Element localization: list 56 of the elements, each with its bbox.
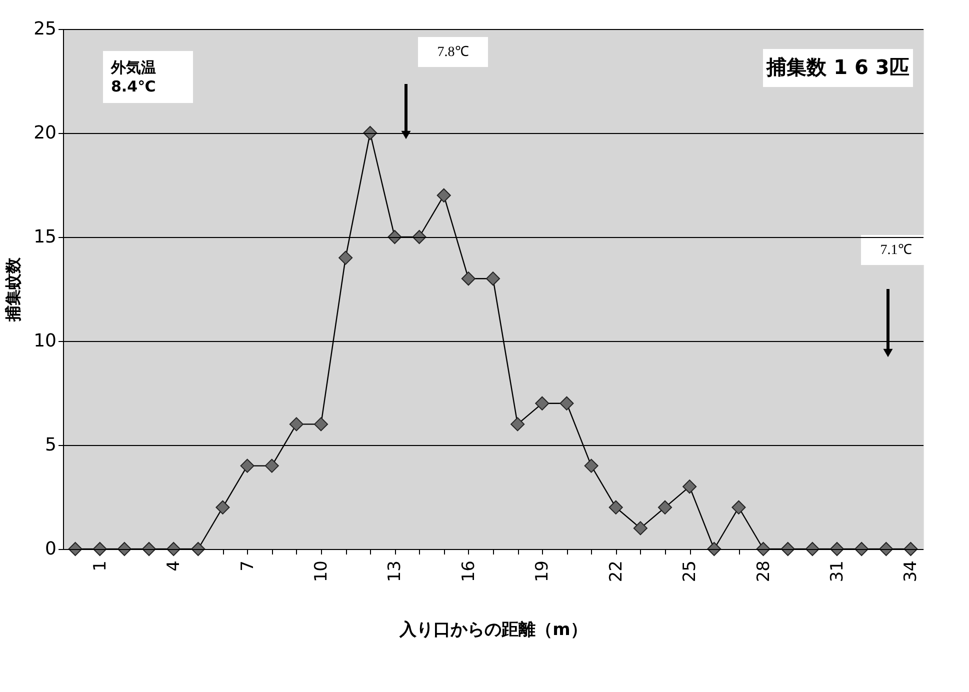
- point: [510, 417, 525, 432]
- point: [264, 458, 279, 473]
- x-axis-title: 入り口からの距離（m）: [398, 620, 588, 640]
- annotation: 7.1℃: [880, 243, 912, 258]
- point: [486, 272, 500, 286]
- x-tick-label: 22: [606, 560, 626, 582]
- point: [633, 521, 648, 536]
- x-tick-label: 13: [385, 560, 406, 582]
- point: [560, 396, 574, 410]
- point: [338, 250, 353, 265]
- point: [805, 542, 820, 556]
- point: [879, 542, 894, 556]
- point: [314, 417, 328, 432]
- point: [830, 542, 844, 556]
- x-tick-label: 28: [754, 560, 774, 582]
- point: [92, 542, 107, 556]
- point: [216, 500, 230, 514]
- point: [436, 188, 451, 202]
- point: [682, 480, 697, 494]
- point: [732, 500, 746, 514]
- point: [707, 542, 722, 556]
- y-tick-label: 25: [34, 18, 56, 40]
- point: [142, 542, 156, 556]
- x-tick-label: 1: [90, 560, 110, 572]
- point: [166, 542, 181, 556]
- y-axis-title: 捕集蚊数: [4, 256, 23, 322]
- x-tick-label: 16: [458, 560, 479, 582]
- point: [289, 417, 304, 432]
- point: [584, 458, 598, 473]
- y-tick-label: 20: [34, 122, 56, 144]
- point: [68, 542, 82, 556]
- point: [240, 458, 254, 473]
- annotation: 外気温 8.4℃: [110, 58, 156, 96]
- point: [608, 500, 623, 514]
- point: [535, 396, 550, 410]
- x-tick-label: 25: [680, 560, 700, 582]
- x-tick-label: 4: [164, 560, 184, 572]
- y-tick-label: 5: [45, 434, 56, 456]
- y-tick-label: 0: [45, 538, 56, 560]
- x-tick-label: 19: [532, 560, 553, 582]
- x-tick-label: 34: [901, 560, 922, 582]
- point: [117, 542, 132, 556]
- point: [780, 542, 795, 556]
- x-tick-label: 7: [238, 560, 258, 572]
- point: [756, 542, 770, 556]
- y-tick-label: 10: [34, 330, 56, 352]
- x-tick-label: 31: [828, 560, 848, 582]
- x-tick-label: 10: [312, 560, 332, 582]
- point: [904, 542, 918, 556]
- y-tick-label: 15: [34, 226, 56, 248]
- point: [854, 542, 869, 556]
- point: [658, 500, 672, 514]
- point: [191, 542, 206, 556]
- annotation: 捕集数 1 6 3匹: [766, 55, 910, 79]
- point: [461, 272, 476, 286]
- annotation: 7.8℃: [437, 45, 469, 60]
